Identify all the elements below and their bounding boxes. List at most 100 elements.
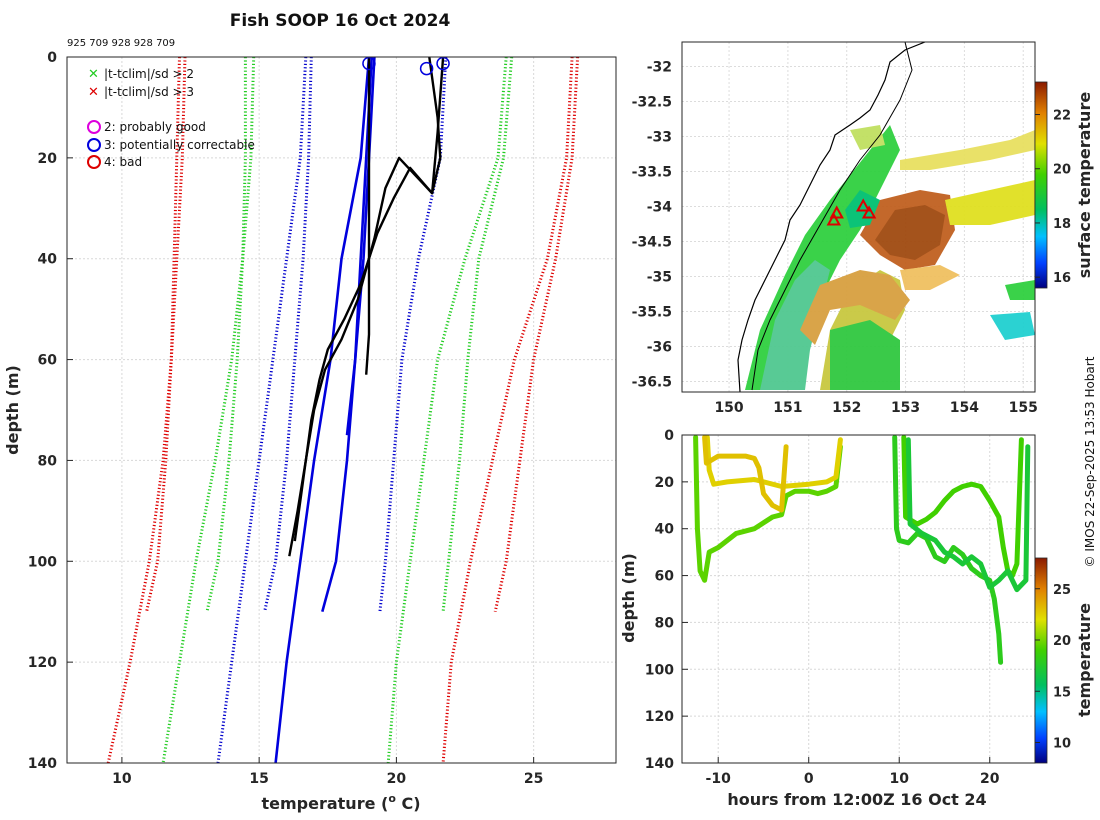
map-x-ticks: 150 151 152 153 154 155 — [714, 400, 1037, 416]
y-axis-label: depth (m) — [3, 365, 22, 455]
track-triangle-icon — [856, 198, 871, 212]
time-series-line — [693, 435, 843, 583]
cb-tick-label: 16 — [1053, 271, 1071, 286]
chart-title: Fish SOOP 16 Oct 2024 — [230, 11, 451, 31]
time-y-axis-label: depth (m) — [619, 553, 638, 643]
sst-field — [745, 125, 1035, 390]
cb-tick-label: 20 — [1053, 634, 1071, 649]
track-triangle-icon — [826, 212, 841, 226]
flag-markers — [362, 56, 450, 76]
map-x-tick-label: 154 — [950, 400, 979, 416]
sst-colorbar-ticks: 16 18 20 22 — [1035, 109, 1071, 286]
map-y-tick-label: -35 — [647, 270, 672, 286]
sst-colorbar — [1034, 81, 1048, 289]
series-line — [263, 57, 313, 613]
time-series-line — [905, 437, 1031, 593]
sst-green-patch — [1005, 280, 1035, 300]
x-label-sup: o — [388, 792, 396, 805]
time-series-line — [704, 435, 843, 489]
sst-eddy-orange — [800, 270, 910, 345]
magenta-circle-icon — [87, 120, 101, 134]
cb-tick-label: 10 — [1053, 737, 1071, 752]
y-tick-label: 60 — [655, 569, 675, 585]
map-content — [737, 42, 1035, 392]
x-axis-label: temperature (o C) — [261, 792, 420, 813]
map-y-tick-label: -33.5 — [632, 165, 672, 181]
map-x-tick-label: 155 — [1009, 400, 1038, 416]
cb-tick-label: 20 — [1053, 163, 1071, 178]
sst-band-yellow — [945, 180, 1035, 225]
y-tick-label: 80 — [655, 615, 675, 631]
red-circle-icon — [87, 155, 101, 169]
chart-subtitle: 925 709 928 928 709 — [67, 38, 175, 49]
x-tick-label: -10 — [706, 771, 732, 787]
map-x-tick-label: 152 — [832, 400, 861, 416]
series-line — [493, 57, 580, 613]
map-x-tick-label: 151 — [773, 400, 802, 416]
series-line — [441, 57, 514, 612]
legend-label: |t-tclim|/sd > 2 — [104, 67, 194, 81]
series-line — [441, 57, 574, 763]
track-markers — [826, 198, 877, 226]
coastline — [737, 42, 926, 392]
cb-tick-label: 25 — [1053, 583, 1071, 598]
y-tick-label: 0 — [664, 428, 674, 444]
series-line — [205, 57, 247, 613]
temp-colorbar-label: temperature — [1075, 603, 1094, 717]
y-tick-label: 140 — [28, 756, 57, 772]
x-tick-label: 0 — [804, 771, 814, 787]
y-tick-label: 100 — [28, 554, 57, 570]
map-y-tick-label: -32.5 — [632, 95, 672, 111]
y-ticks: 0 20 40 60 80 100 120 140 — [28, 50, 73, 772]
flag-circle — [419, 61, 434, 76]
series-line — [293, 57, 445, 542]
y-tick-label: 20 — [38, 151, 58, 167]
y-tick-label: 40 — [655, 522, 675, 538]
x-tick-label: 10 — [889, 771, 909, 787]
y-tick-label: 120 — [645, 709, 674, 725]
series-line — [378, 57, 448, 612]
sst-coastal-teal — [760, 260, 830, 390]
legend-item-probably-good: 2: probably good — [87, 120, 206, 134]
map-y-ticks: -32 -32.5 -33 -33.5 -34 -34.5 -35 -35.5 -36 -36.5 — [632, 60, 673, 391]
sst-patch-north — [850, 125, 885, 150]
series-line — [274, 57, 371, 763]
legend-label: |t-tclim|/sd > 3 — [104, 85, 194, 99]
legend-label: 4: bad — [104, 155, 142, 169]
series-group — [106, 57, 580, 763]
cb-tick-label: 22 — [1053, 109, 1071, 124]
map-y-tick-label: -34 — [647, 200, 673, 216]
x-label-text: temperature ( — [261, 794, 388, 813]
time-depth-plot: -10 0 10 20 0 20 40 60 80 100 120 140 hours from 1… — [619, 428, 1094, 809]
temp-colorbar-ticks: 10 15 20 25 — [1035, 583, 1071, 752]
y-tick-label: 40 — [38, 252, 58, 268]
sst-cyan-patch — [990, 312, 1035, 340]
time-series-group — [693, 435, 1031, 665]
x-tick-label: 10 — [112, 771, 132, 787]
red-x-icon: ✕ — [88, 85, 99, 100]
time-x-ticks: -10 0 10 20 — [706, 757, 1000, 787]
cb-tick-label: 18 — [1053, 217, 1071, 232]
y-tick-label: 80 — [38, 453, 58, 469]
map-x-tick-label: 153 — [891, 400, 920, 416]
x-tick-label: 15 — [249, 771, 268, 787]
y-tick-label: 0 — [47, 50, 57, 66]
map-y-tick-label: -35.5 — [632, 305, 672, 321]
y-tick-label: 140 — [645, 756, 674, 772]
sst-map: 150 151 152 153 154 155 -32-32.5-33-33.5-34-3… — [632, 41, 1094, 416]
green-x-icon: ✕ — [88, 67, 99, 82]
cb-tick-label: 15 — [1053, 685, 1071, 700]
map-x-tick-label: 150 — [714, 400, 743, 416]
sst-patch-east — [900, 265, 960, 290]
x-tick-label: 20 — [980, 771, 1000, 787]
flag-circle — [362, 56, 376, 71]
y-tick-label: 20 — [655, 475, 675, 491]
sst-colorbar-label: surface temperature — [1075, 92, 1094, 279]
legend-item-correctable: 3: potentially correctable — [87, 138, 255, 152]
time-series-line — [702, 435, 789, 513]
flag-circle — [436, 56, 450, 71]
map-y-tick-label: -34.5 — [632, 235, 672, 251]
x-ticks: 10 15 20 25 — [112, 757, 543, 787]
sst-warm-core-inner — [875, 205, 945, 260]
